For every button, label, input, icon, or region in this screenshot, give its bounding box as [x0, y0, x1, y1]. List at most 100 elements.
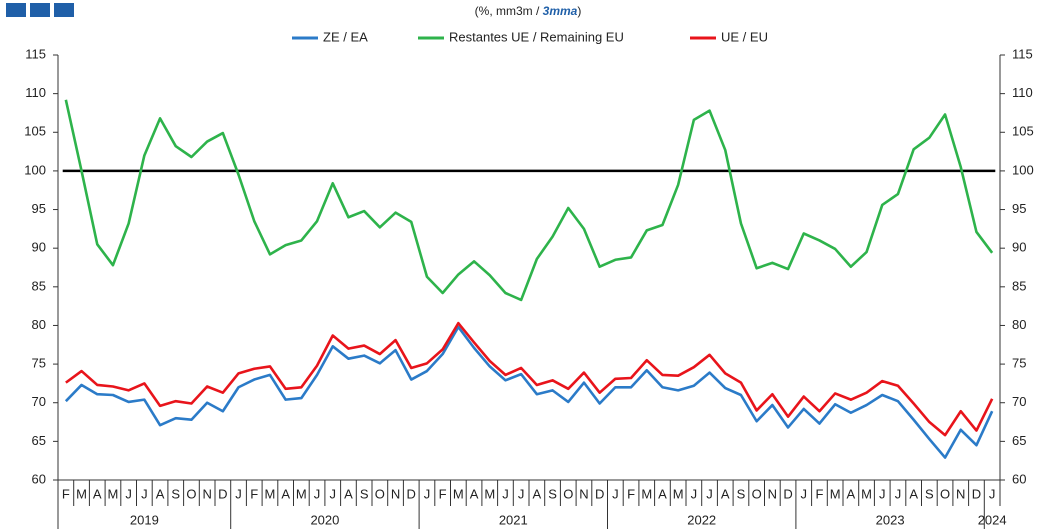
x-tick-label: M [76, 486, 87, 501]
x-tick-label: O [186, 486, 196, 501]
x-tick-label: S [548, 486, 557, 501]
x-tick-label: A [281, 486, 290, 501]
year-label: 2023 [876, 512, 905, 527]
x-tick-label: A [344, 486, 353, 501]
x-tick-label: J [518, 486, 525, 501]
x-tick-label: A [93, 486, 102, 501]
x-tick-label: F [250, 486, 258, 501]
x-tick-label: A [470, 486, 479, 501]
y-tick-label: 75 [32, 356, 46, 371]
x-tick-label: O [940, 486, 950, 501]
x-tick-label: S [737, 486, 746, 501]
x-tick-label: J [691, 486, 698, 501]
x-tick-label: S [925, 486, 934, 501]
y-tick-label: 65 [32, 433, 46, 448]
x-tick-label: M [861, 486, 872, 501]
y-tick-label: 80 [32, 317, 46, 332]
y2-tick-label: 95 [1012, 201, 1026, 216]
x-tick-label: J [895, 486, 902, 501]
x-tick-label: N [391, 486, 400, 501]
y2-tick-label: 60 [1012, 471, 1026, 486]
logo-block [54, 3, 74, 17]
y2-tick-label: 100 [1012, 162, 1034, 177]
y2-tick-label: 80 [1012, 317, 1026, 332]
y2-tick-label: 115 [1012, 46, 1033, 61]
x-tick-label: A [533, 486, 542, 501]
x-tick-label: M [296, 486, 307, 501]
y2-tick-label: 105 [1012, 124, 1034, 139]
y2-tick-label: 110 [1012, 85, 1033, 100]
legend-label: ZE / EA [323, 29, 368, 44]
y-tick-label: 70 [32, 394, 46, 409]
chart-subtitle: (%, mm3m / 3mma) [475, 4, 582, 18]
x-tick-label: M [265, 486, 276, 501]
x-tick-label: O [563, 486, 573, 501]
legend-label: Restantes UE / Remaining EU [449, 29, 624, 44]
x-tick-label: M [830, 486, 841, 501]
x-tick-label: N [768, 486, 777, 501]
x-tick-label: N [579, 486, 588, 501]
year-label: 2024 [978, 512, 1007, 527]
x-tick-label: J [141, 486, 148, 501]
y-tick-label: 85 [32, 278, 46, 293]
y-tick-label: 95 [32, 201, 46, 216]
x-tick-label: M [108, 486, 119, 501]
x-tick-label: M [641, 486, 652, 501]
x-tick-label: J [424, 486, 431, 501]
series-line [64, 99, 994, 302]
x-tick-label: D [972, 486, 981, 501]
series-line [65, 321, 994, 437]
x-tick-label: J [801, 486, 808, 501]
y-tick-label: 60 [32, 471, 46, 486]
x-tick-label: A [847, 486, 856, 501]
x-tick-label: A [721, 486, 730, 501]
y2-tick-label: 65 [1012, 433, 1026, 448]
x-tick-label: A [909, 486, 918, 501]
x-tick-label: J [502, 486, 509, 501]
x-tick-label: N [956, 486, 965, 501]
subtitle-text: ) [577, 4, 581, 18]
x-tick-label: S [360, 486, 369, 501]
x-tick-label: F [815, 486, 823, 501]
series-line [64, 325, 994, 459]
x-tick-label: J [706, 486, 713, 501]
x-tick-label: M [673, 486, 684, 501]
x-tick-label: N [202, 486, 211, 501]
x-tick-label: J [989, 486, 996, 501]
x-tick-label: F [62, 486, 70, 501]
x-tick-label: D [783, 486, 792, 501]
x-tick-label: A [658, 486, 667, 501]
x-tick-label: J [314, 486, 321, 501]
year-label: 2020 [310, 512, 339, 527]
x-tick-label: D [407, 486, 416, 501]
x-tick-label: D [218, 486, 227, 501]
x-tick-label: J [235, 486, 242, 501]
legend-label: UE / EU [721, 29, 768, 44]
year-label: 2022 [687, 512, 716, 527]
x-tick-label: D [595, 486, 604, 501]
x-tick-label: J [125, 486, 132, 501]
y-tick-label: 105 [24, 124, 46, 139]
x-tick-label: O [752, 486, 762, 501]
x-tick-label: J [330, 486, 337, 501]
y-tick-label: 90 [32, 240, 46, 255]
year-label: 2021 [499, 512, 528, 527]
x-tick-label: S [171, 486, 180, 501]
y-tick-label: 100 [24, 162, 46, 177]
x-tick-label: J [879, 486, 886, 501]
x-tick-label: A [156, 486, 165, 501]
y2-tick-label: 75 [1012, 356, 1026, 371]
x-tick-label: O [375, 486, 385, 501]
y2-tick-label: 70 [1012, 394, 1026, 409]
subtitle-text: (%, mm3m / [475, 4, 543, 18]
x-tick-label: F [627, 486, 635, 501]
y-tick-label: 115 [25, 46, 46, 61]
x-tick-label: J [612, 486, 619, 501]
x-tick-label: M [484, 486, 495, 501]
subtitle-emphasis: 3mma [543, 4, 578, 18]
y-tick-label: 110 [25, 85, 46, 100]
x-tick-label: F [439, 486, 447, 501]
y2-tick-label: 85 [1012, 278, 1026, 293]
y2-tick-label: 90 [1012, 240, 1026, 255]
